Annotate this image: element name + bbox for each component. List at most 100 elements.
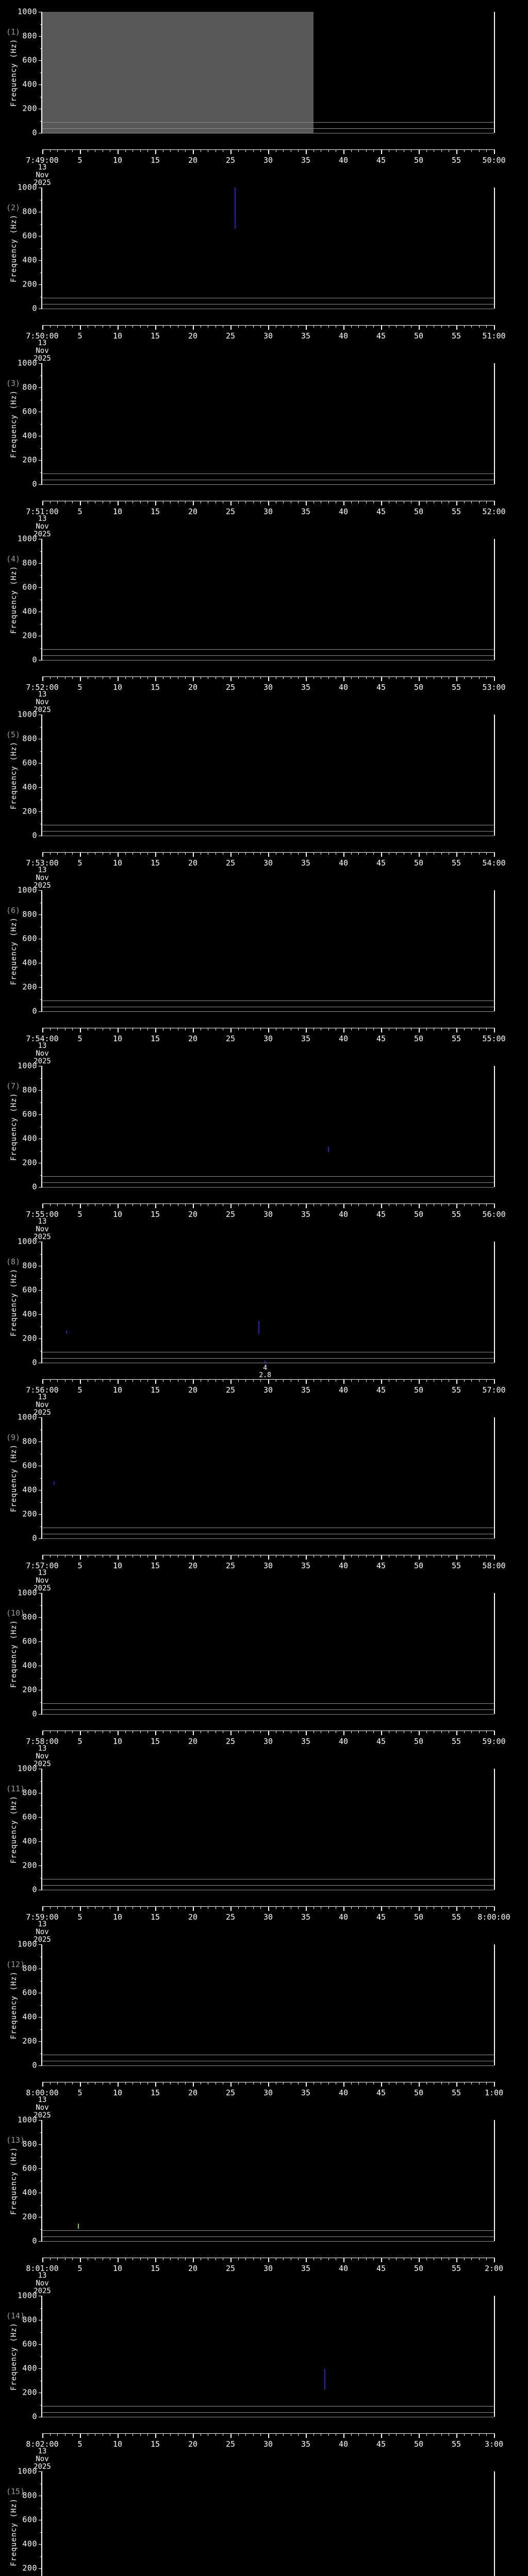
- spectrogram-panel[interactable]: (6) Frequency (Hz) 0 200 400 600 800 1000 7:54:0…: [0, 848, 528, 1065]
- x-minor-tick: [396, 149, 397, 152]
- x-axis-tick-label: 50: [414, 1912, 424, 1922]
- x-minor-tick: [260, 2082, 261, 2084]
- x-minor-tick: [351, 325, 352, 328]
- x-major-tick: [193, 676, 194, 681]
- x-major-tick: [230, 1028, 232, 1032]
- x-major-tick: [456, 2082, 457, 2087]
- x-minor-tick: [253, 2082, 254, 2084]
- y-tick-label: 200: [22, 1860, 37, 1870]
- x-axis-tick-label: 40: [338, 1737, 349, 1746]
- x-major-tick: [343, 676, 344, 681]
- spectrogram-panel[interactable]: (7) Frequency (Hz) 0 200 400 600 800 1000 7:55:0…: [0, 1024, 528, 1241]
- x-major-tick: [268, 325, 269, 330]
- x-major-tick: [419, 2258, 420, 2262]
- x-minor-tick: [260, 1555, 261, 1557]
- x-axis-tick-label: 20: [188, 2088, 198, 2097]
- y-minor-tick: [40, 999, 42, 1000]
- x-axis-tick-label: 35: [301, 683, 311, 692]
- y-axis-title: Frequency (Hz): [9, 1944, 19, 2065]
- spectrogram-panel[interactable]: (14) Frequency (Hz) 0 200 400 600 800 1000 8:02:…: [0, 2253, 528, 2471]
- x-axis-start-label: 7:56:00: [26, 1385, 59, 1395]
- y-minor-tick: [40, 648, 42, 649]
- spectrogram-panel[interactable]: (3) Frequency (Hz) 0 200 400 600 800 1000 7:51:0…: [0, 321, 528, 538]
- x-minor-tick: [72, 1731, 73, 1733]
- x-minor-tick: [140, 1555, 141, 1557]
- x-axis-tick-label: 15: [150, 507, 160, 516]
- x-minor-tick: [140, 501, 141, 503]
- spectrogram-panel[interactable]: (10) Frequency (Hz) 0 200 400 600 800 1000 7:58:…: [0, 1551, 528, 1768]
- x-minor-tick: [441, 1204, 442, 1206]
- spectrogram-panel[interactable]: (15)Frequency (Hz)020040060080010008:03:…: [0, 2429, 528, 2576]
- x-minor-tick: [57, 676, 58, 679]
- x-axis-tick-label: 15: [150, 156, 160, 165]
- x-minor-tick: [426, 1731, 427, 1733]
- y-tick: [39, 563, 42, 564]
- spectrogram-panel[interactable]: (2) Frequency (Hz) 0 200 400 600 800 1000 7:50:0…: [0, 145, 528, 363]
- x-minor-tick: [426, 325, 427, 328]
- y-tick: [39, 1817, 42, 1818]
- x-major-tick: [268, 1906, 269, 1911]
- x-axis-tick-label: 10: [112, 1210, 123, 1219]
- y-tick-label: 1000: [17, 2115, 37, 2125]
- x-axis-tick-label: 15: [150, 1034, 160, 1043]
- x-minor-tick: [50, 2082, 51, 2084]
- x-major-tick: [456, 1906, 457, 1911]
- y-tick: [39, 460, 42, 461]
- spectrogram-panel[interactable]: (5) Frequency (Hz) 0 200 400 600 800 1000 7:53:0…: [0, 672, 528, 890]
- x-minor-tick: [253, 1204, 254, 1206]
- x-major-tick: [230, 2258, 232, 2262]
- y-axis-title: Frequency (Hz): [9, 539, 19, 660]
- x-minor-tick: [298, 676, 299, 679]
- y-minor-tick: [40, 2332, 42, 2333]
- x-minor-tick: [471, 1028, 472, 1030]
- x-major-tick: [419, 2433, 420, 2438]
- spectrogram-panel[interactable]: (11) Frequency (Hz) 0 200 400 600 800 1000 7:59:…: [0, 1726, 528, 1944]
- plot-background: [42, 2120, 494, 2241]
- x-major-tick: [230, 2082, 232, 2087]
- x-axis-start-label: 8:00:00: [26, 2088, 59, 2097]
- x-axis-tick-label: 35: [301, 2264, 311, 2273]
- spectrogram-panel[interactable]: (13) Frequency (Hz) 0 200 400 600 800 1000 8:01:…: [0, 2078, 528, 2295]
- x-major-tick: [230, 325, 232, 330]
- x-major-tick: [268, 676, 269, 681]
- spectrogram-panel[interactable]: (12) Frequency (Hz) 0 200 400 600 800 1000 8:00:…: [0, 1902, 528, 2120]
- y-minor-tick: [40, 1175, 42, 1176]
- spectrogram-panel[interactable]: (4) Frequency (Hz) 0 200 400 600 800 1000 7:52:0…: [0, 497, 528, 714]
- x-minor-tick: [72, 501, 73, 503]
- panel-number: (8): [6, 1257, 21, 1266]
- x-major-tick: [118, 1379, 119, 1384]
- y-axis-title-text: Frequency (Hz): [10, 741, 19, 809]
- spectrogram-panel[interactable]: (8) Frequency (Hz) 0 200 400 600 800 1000 4 2.8 7…: [0, 1199, 528, 1417]
- x-minor-tick: [478, 1555, 480, 1557]
- x-minor-tick: [486, 1906, 487, 1909]
- x-minor-tick: [373, 2082, 374, 2084]
- spectrogram-panel[interactable]: (1) Frequency (Hz) 0 200 400 600 800 1000 7:49:0…: [0, 0, 528, 187]
- x-minor-tick: [125, 1028, 126, 1030]
- x-axis-tick-label: 45: [376, 2264, 386, 2273]
- x-major-tick: [42, 1204, 43, 1208]
- y-axis-title: Frequency (Hz): [9, 363, 19, 484]
- plot-background: [42, 363, 494, 484]
- x-minor-tick: [140, 676, 141, 679]
- spectrogram-panel[interactable]: (9) Frequency (Hz) 0 200 400 600 800 1000 7:57:0…: [0, 1375, 528, 1592]
- x-minor-tick: [328, 852, 329, 855]
- x-minor-tick: [351, 2258, 352, 2260]
- y-tick: [39, 1514, 42, 1515]
- x-minor-tick: [147, 1028, 148, 1030]
- x-minor-tick: [351, 2433, 352, 2436]
